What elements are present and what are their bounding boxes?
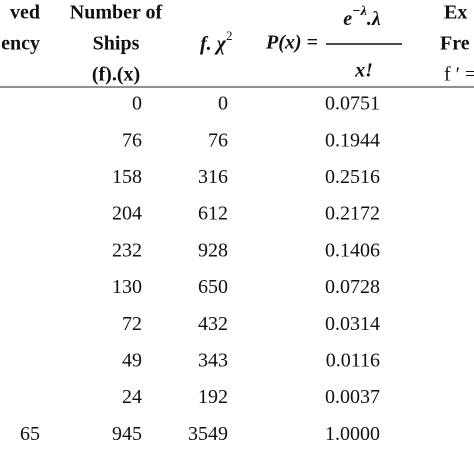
cell: 0	[218, 93, 228, 115]
cell: 0.0037	[325, 386, 380, 408]
cell: 0.1944	[325, 129, 380, 151]
cell: 0.0751	[325, 93, 380, 115]
header-text: −λ	[352, 4, 367, 19]
cell: 232	[112, 239, 142, 261]
cell: 49	[122, 349, 142, 371]
header-text: .λ	[367, 8, 381, 30]
header-text: e−λ.λ	[343, 4, 381, 29]
cell: 72	[122, 313, 142, 335]
cell: 343	[198, 349, 228, 371]
header-text: Number of	[70, 2, 163, 24]
header-text: Ships	[93, 33, 140, 55]
cell: 192	[198, 386, 228, 408]
cell: 432	[198, 313, 228, 335]
header-text: ency	[1, 33, 40, 55]
cell: 1.0000	[325, 423, 380, 445]
cell: 650	[198, 276, 228, 298]
cell: 3549	[188, 423, 228, 445]
cell: 204	[112, 203, 142, 225]
cell: 76	[122, 129, 142, 151]
cell: 0.0314	[325, 313, 380, 335]
cell: 0.0116	[326, 349, 380, 371]
cell: 0.1406	[325, 239, 380, 261]
cell: 76	[208, 129, 228, 151]
cell: 0.2172	[325, 203, 380, 225]
header-text: ved	[10, 2, 40, 24]
cell: 65	[20, 423, 40, 445]
cell: 612	[198, 203, 228, 225]
cell: 24	[122, 386, 142, 408]
header-text: f ′ =	[444, 64, 474, 86]
cell: 0.2516	[325, 166, 380, 188]
header-text: x!	[354, 60, 373, 82]
cell: 316	[198, 166, 228, 188]
header-text: 2	[226, 28, 233, 43]
header-text: f. χ	[200, 33, 227, 55]
cell: 158	[112, 166, 142, 188]
header-text: (f).(x)	[92, 64, 140, 86]
header-text: Fre	[440, 33, 470, 55]
cell: 0	[132, 93, 142, 115]
cell: 945	[112, 423, 142, 445]
cell: 0.0728	[325, 276, 380, 298]
header-text: e	[343, 8, 352, 30]
cell: 130	[112, 276, 142, 298]
cell: 928	[198, 239, 228, 261]
header-text: f. χ2	[200, 28, 232, 55]
header-text: Ex	[444, 2, 467, 24]
header-text: P(x) =	[265, 32, 318, 54]
